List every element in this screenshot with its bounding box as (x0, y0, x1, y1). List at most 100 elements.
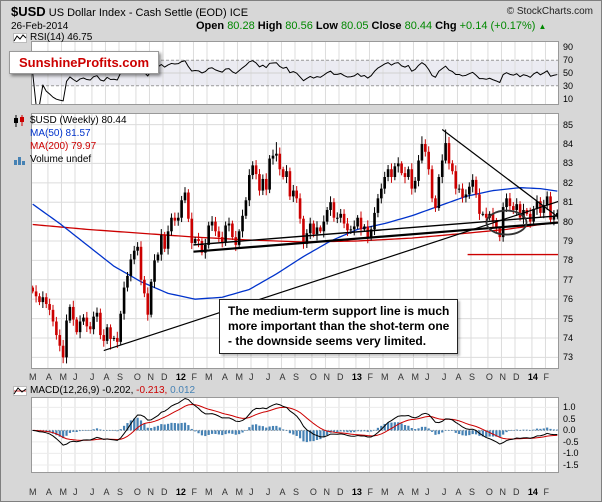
macd-label: MACD(12,26,9) (30, 385, 100, 396)
month-label: A (103, 487, 110, 497)
month-label: O (309, 372, 317, 382)
tick-label: 79 (563, 236, 574, 246)
tick-label: 74 (563, 332, 574, 343)
month-label: J (73, 487, 78, 497)
month-label: S (117, 372, 124, 382)
month-label: O (485, 372, 493, 382)
chart-header: $USD US Dollar Index - Cash Settle (EOD)… (11, 4, 248, 19)
month-label: N (147, 372, 154, 382)
month-label: O (309, 487, 317, 497)
macd-plot (31, 397, 559, 473)
high-value: 80.56 (285, 20, 313, 32)
month-label: S (293, 487, 300, 497)
month-label: O (133, 372, 141, 382)
tick-label: 70 (563, 55, 574, 66)
month-label: 14 (527, 487, 538, 497)
month-label: A (455, 372, 462, 382)
month-label: D (513, 372, 520, 382)
month-label: 13 (351, 487, 362, 497)
xaxis-labels-bottom: M A M J J A S O N D 12 F M A M J J A S O N D 13 F M A M J J A S O N D 14 F (29, 487, 576, 498)
month-label: D (513, 487, 520, 497)
rsi-label: RSI(14) 46.75 (30, 32, 93, 43)
month-label: D (161, 487, 168, 497)
month-label: F (543, 487, 549, 497)
month-label: J (265, 487, 271, 497)
tick-label: 50 (563, 68, 574, 78)
month-label: S (117, 487, 124, 497)
candlestick-icon (13, 115, 26, 127)
month-label: M (381, 487, 389, 497)
month-label: A (221, 487, 228, 497)
month-label: M (59, 372, 67, 382)
month-label: J (425, 372, 430, 382)
month-label: S (293, 372, 300, 382)
tick-label: -1.0 (563, 448, 579, 459)
month-label: 12 (175, 487, 186, 497)
annotation-line: The medium-term support line is much (228, 304, 450, 318)
low-value: 80.05 (340, 20, 369, 32)
tick-label: 73 (563, 352, 574, 363)
month-label: J (73, 372, 78, 382)
tick-label: 0.0 (563, 425, 576, 436)
month-label: N (499, 372, 506, 382)
month-label: A (45, 487, 52, 497)
chart-title: US Dollar Index - Cash Settle (EOD) ICE (48, 7, 249, 19)
month-label: M (205, 487, 213, 497)
open-label: Open (196, 20, 225, 32)
month-label: N (323, 487, 330, 497)
chg-value: +0.14 (+0.17%) (459, 20, 536, 32)
month-label: J (441, 487, 447, 497)
price-plot (31, 113, 559, 369)
macd-line-value: -0.202, (102, 385, 134, 396)
month-label: O (485, 487, 493, 497)
tick-label: 30 (563, 80, 574, 91)
ma50-label: MA(50) 81.57 (30, 128, 91, 139)
month-label: J (89, 487, 95, 497)
tick-label: 83 (563, 158, 574, 169)
month-label: M (411, 487, 419, 497)
month-label: A (455, 487, 462, 497)
month-label: M (235, 372, 243, 382)
sunshine-profits-logo: SunshineProfits.com (9, 51, 160, 74)
chg-label: Chg (435, 20, 457, 32)
month-label: A (45, 372, 52, 382)
price-axis-labels: 85 84 83 82 81 80 79 78 77 76 75 74 73 (563, 113, 601, 369)
month-label: F (543, 372, 549, 382)
month-label: S (469, 372, 476, 382)
volume-icon (14, 155, 26, 165)
month-label: M (235, 487, 243, 497)
month-label: J (265, 372, 271, 382)
ohlc-quote-row: Open 80.28 High 80.56 Low 80.05 Close 80… (196, 20, 546, 32)
month-label: J (441, 372, 447, 382)
close-value: 80.44 (404, 20, 433, 32)
month-label: N (323, 372, 330, 382)
month-label: N (147, 487, 154, 497)
month-label: F (191, 487, 197, 497)
month-label: M (205, 372, 213, 382)
macd-signal-value: -0.213, (136, 385, 168, 396)
macd-legend-row: MACD(12,26,9) -0.202, -0.213, 0.012 (30, 385, 195, 396)
annotation-line: - the downside seems very limited. (228, 334, 427, 348)
tick-label: 78 (563, 255, 574, 266)
month-label: M (381, 372, 389, 382)
tick-label: 90 (563, 42, 574, 53)
month-label: J (249, 372, 254, 382)
month-label: O (133, 487, 141, 497)
symbol: $USD (11, 4, 46, 19)
tick-label: 82 (563, 177, 574, 188)
month-label: J (89, 372, 95, 382)
month-label: M (29, 372, 37, 382)
tick-label: 75 (563, 313, 574, 324)
tick-label: -1.5 (563, 459, 579, 470)
close-label: Close (371, 20, 402, 32)
month-label: F (191, 372, 197, 382)
month-label: A (397, 372, 404, 382)
month-label: M (411, 372, 419, 382)
month-label: A (397, 487, 404, 497)
logo-text: SunshineProfits.com (19, 55, 150, 70)
tick-label: 76 (563, 294, 574, 305)
month-label: F (367, 372, 373, 382)
annotation-box: The medium-term support line is much mor… (219, 299, 459, 354)
month-label: A (279, 487, 286, 497)
